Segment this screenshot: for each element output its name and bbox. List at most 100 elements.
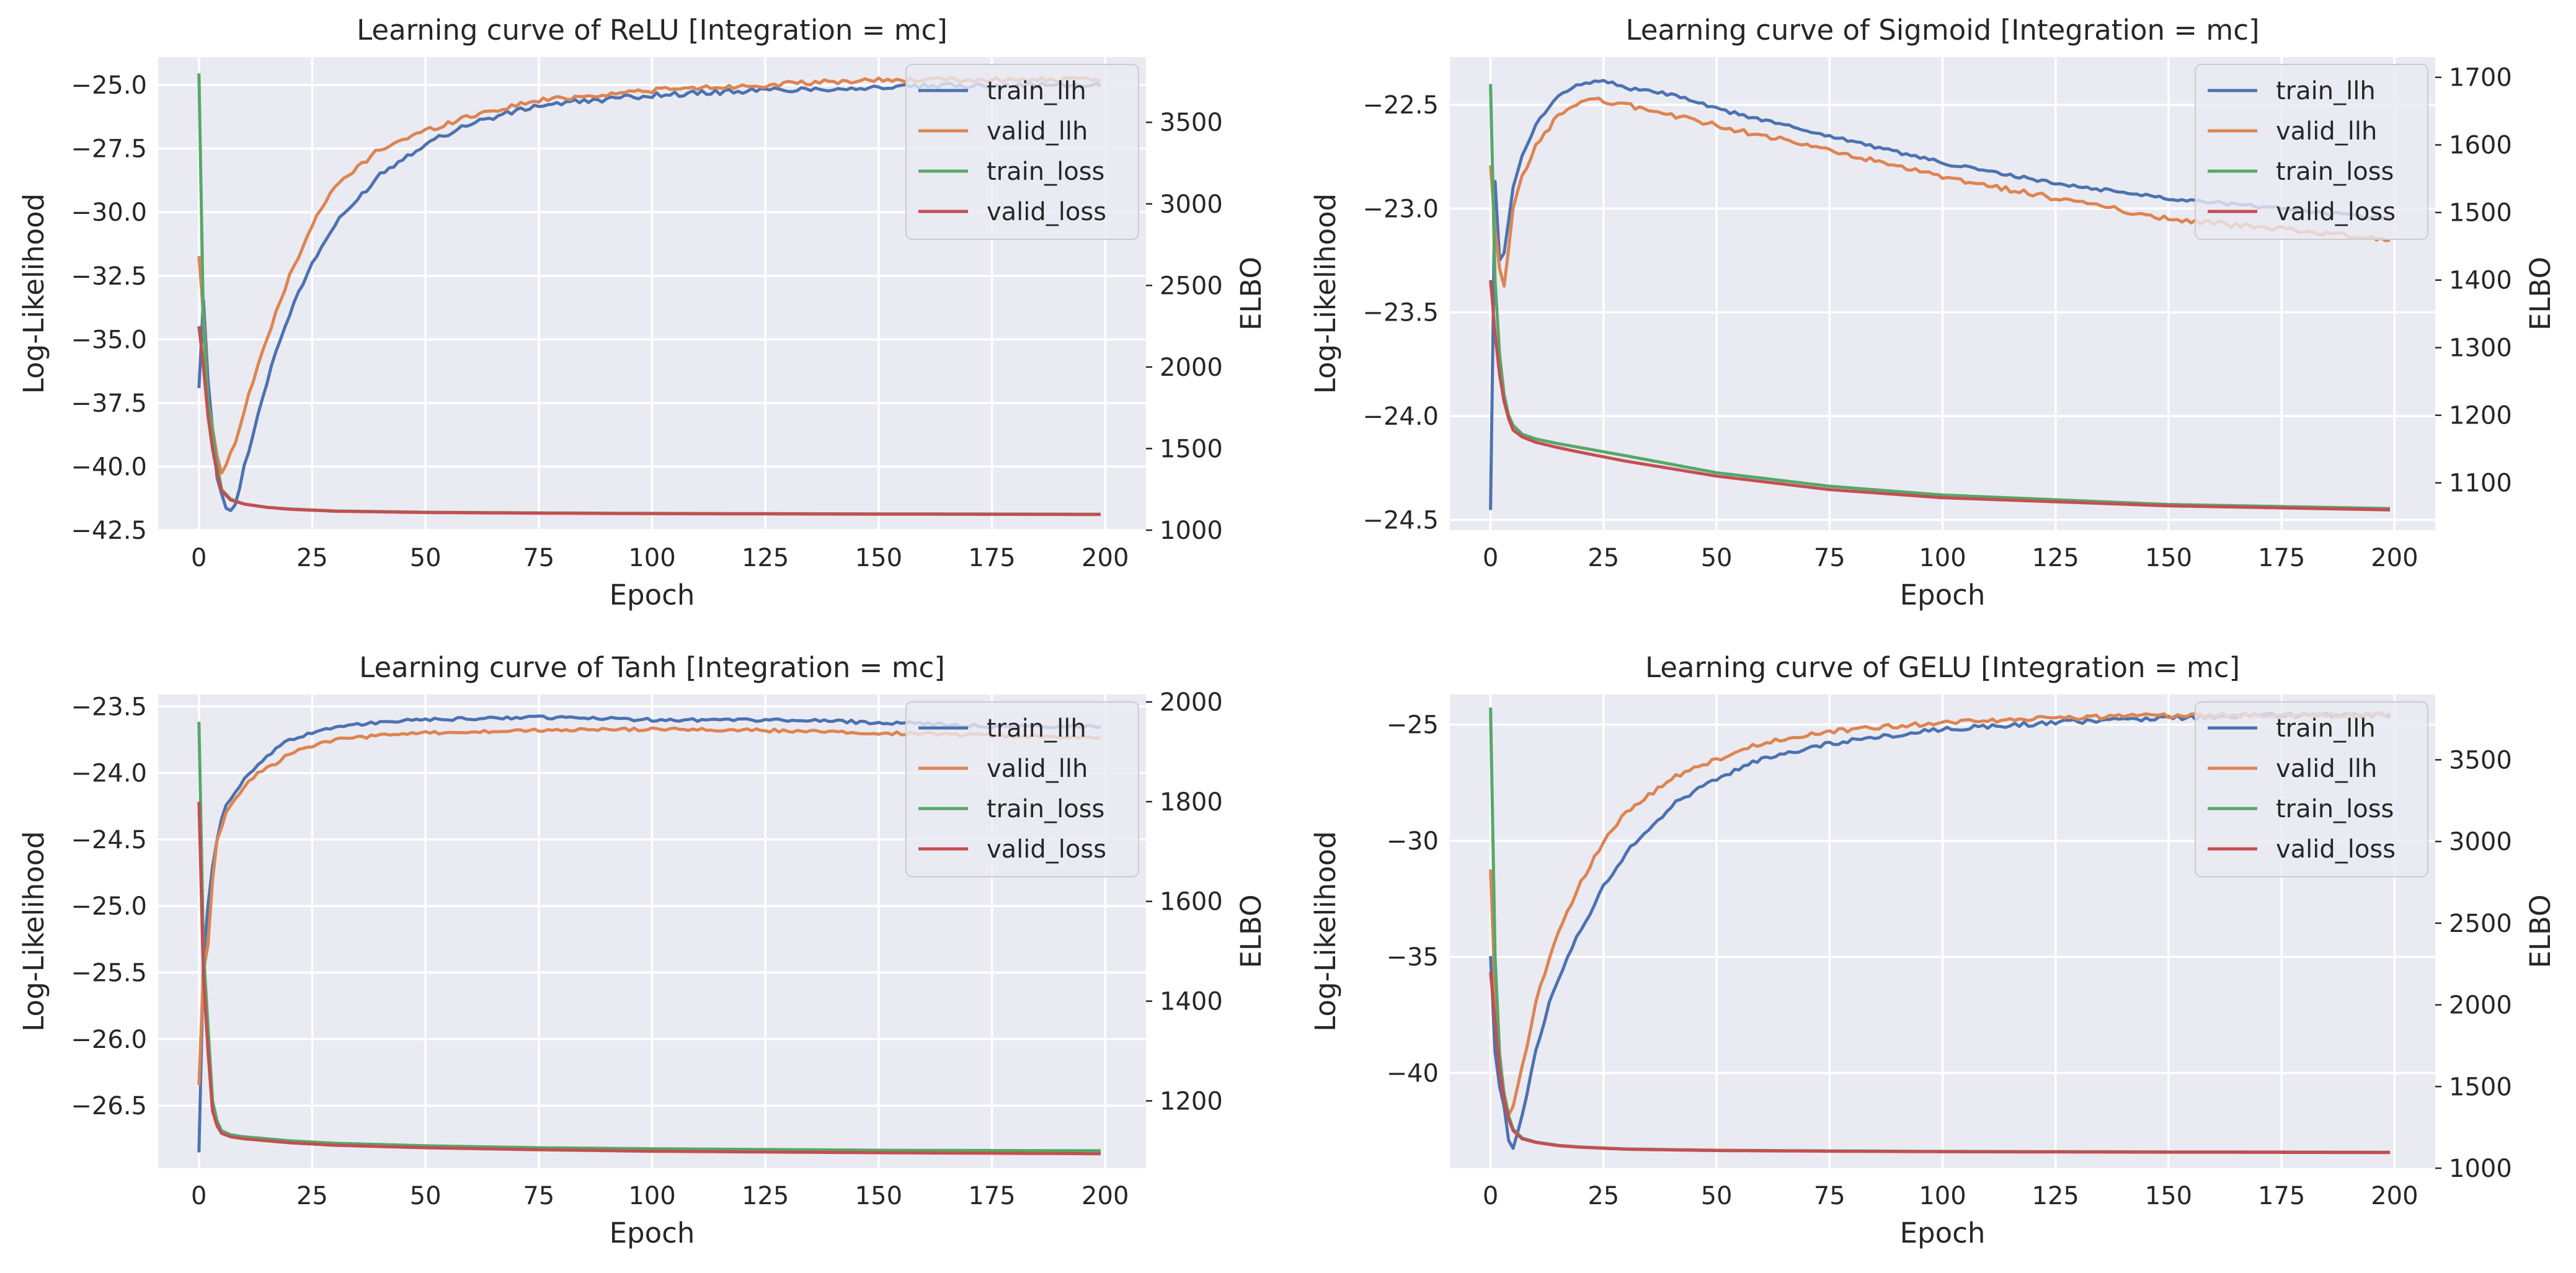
chart-title: Learning curve of ReLU [Integration = mc… [357,14,948,47]
x-tick-label: 175 [968,1182,1015,1210]
x-tick-label: 175 [2258,1182,2305,1210]
x-tick-label: 50 [1701,544,1733,572]
y-tick-label: −25.0 [71,892,147,921]
y2-tick-label: 1400 [1160,988,1223,1016]
y2-tick-label: 1600 [2449,131,2512,160]
y-tick-label: −25.0 [71,71,147,100]
x-tick-label: 175 [2258,544,2305,572]
x-tick-label: 0 [1483,544,1498,572]
y-tick-label: −42.5 [71,517,147,545]
x-tick-label: 200 [1081,1182,1129,1210]
x-axis-label: Epoch [1900,1217,1986,1249]
series-line-valid-loss [1489,280,2391,512]
y2-tick-label: 1400 [2449,267,2512,295]
legend-label: train_llh [987,714,1086,743]
legend-box [905,701,1139,877]
x-axis-label: Epoch [610,579,695,611]
x-tick-label: 100 [1919,1182,1966,1210]
x-tick-label: 100 [1919,544,1966,572]
legend-box [2195,64,2428,240]
legend-label: valid_loss [2276,835,2396,864]
y-axis-label: Log-Likelihood [1309,193,1342,394]
y2-tick-label: 2500 [2449,910,2512,938]
y-tick-label: −30 [1387,827,1439,856]
x-tick-label: 125 [742,1182,789,1210]
y-tick-label: −24.0 [1362,402,1439,431]
y2-tick-label: 1500 [2449,1073,2512,1101]
y-tick-label: −22.5 [1362,91,1439,120]
y-axis-label: Log-Likelihood [1309,831,1342,1031]
legend-label: valid_llh [2276,117,2377,146]
y2-tick-label: 1500 [1160,435,1223,463]
y-tick-label: −40.0 [71,453,147,481]
x-tick-label: 75 [523,1182,554,1210]
y2-tick-label: 1000 [2449,1155,2512,1183]
legend-label: train_loss [987,157,1104,186]
x-tick-label: 125 [2032,1182,2079,1210]
x-tick-label: 200 [1081,544,1129,572]
x-tick-label: 100 [628,544,675,572]
x-tick-label: 125 [2032,544,2079,572]
x-tick-label: 150 [2145,1182,2192,1210]
x-tick-label: 0 [191,544,207,572]
y-tick-label: −25.5 [71,959,147,988]
legend-label: train_llh [987,77,1086,105]
x-tick-label: 50 [1701,1182,1733,1210]
y-tick-label: −26.5 [71,1092,147,1120]
y2-tick-label: 2000 [2449,991,2512,1020]
x-tick-label: 150 [855,1182,902,1210]
y2-axis-label: ELBO [1235,894,1268,968]
y2-tick-label: 3000 [1160,190,1223,219]
x-tick-label: 125 [742,544,789,572]
legend-label: valid_llh [2276,755,2377,783]
y2-axis-label: ELBO [2524,894,2557,968]
legend-box [905,64,1139,240]
x-tick-label: 25 [296,1182,328,1210]
x-tick-label: 25 [1588,544,1619,572]
chart-title: Learning curve of GELU [Integration = mc… [1645,651,2240,684]
x-axis-label: Epoch [610,1217,695,1249]
legend-label: valid_llh [987,755,1088,783]
y-tick-label: −25 [1387,711,1439,740]
legend: train_llh valid_llh train_loss valid_loss [2195,701,2428,877]
y2-tick-label: 1600 [1160,888,1223,916]
chart-panel-2: 0 25 50 75 100 125 150 175 200 −24.5 −24.0 −23.5 −23… [1309,14,2557,611]
x-tick-label: 75 [1814,1182,1845,1210]
y2-tick-label: 1800 [1160,788,1223,817]
legend-label: train_loss [2276,795,2394,823]
legend-label: train_llh [2276,714,2376,743]
x-axis-label: Epoch [1900,579,1986,611]
x-tick-label: 50 [410,544,442,572]
x-tick-label: 0 [1483,1182,1498,1210]
legend: train_llh valid_llh train_loss valid_loss [905,701,1139,877]
x-tick-label: 0 [191,1182,207,1210]
legend-label: train_llh [2276,77,2376,105]
legend-label: valid_llh [987,117,1088,146]
x-tick-label: 25 [296,544,328,572]
x-tick-label: 175 [968,544,1015,572]
y-tick-label: −24.5 [1362,506,1439,534]
y2-tick-label: 1100 [2449,469,2512,498]
x-tick-label: 25 [1588,1182,1619,1210]
legend-box [2195,701,2428,877]
x-tick-label: 150 [2145,544,2192,572]
y-tick-label: −32.5 [71,262,147,291]
y2-tick-label: 3500 [2449,746,2512,774]
y-tick-label: −24.5 [71,826,147,854]
chart-panel-4: 0 25 50 75 100 125 150 175 200 −40 −35 −30 −25 1000 15… [1309,651,2557,1249]
legend-label: valid_loss [2276,198,2396,226]
x-tick-label: 150 [855,544,902,572]
y-tick-label: −23.5 [1362,299,1439,327]
y2-tick-label: 2000 [1160,688,1223,717]
y-axis-label: Log-Likelihood [17,831,50,1031]
y-tick-label: −30.0 [71,198,147,227]
y2-tick-label: 2500 [1160,272,1223,300]
y2-tick-label: 1500 [2449,199,2512,228]
legend-label: valid_loss [987,835,1106,864]
legend-label: valid_loss [987,198,1106,226]
x-tick-label: 50 [410,1182,442,1210]
y-axis-label: Log-Likelihood [17,193,50,394]
y2-tick-label: 1700 [2449,64,2512,92]
series-line-valid-loss [1489,972,2391,1155]
